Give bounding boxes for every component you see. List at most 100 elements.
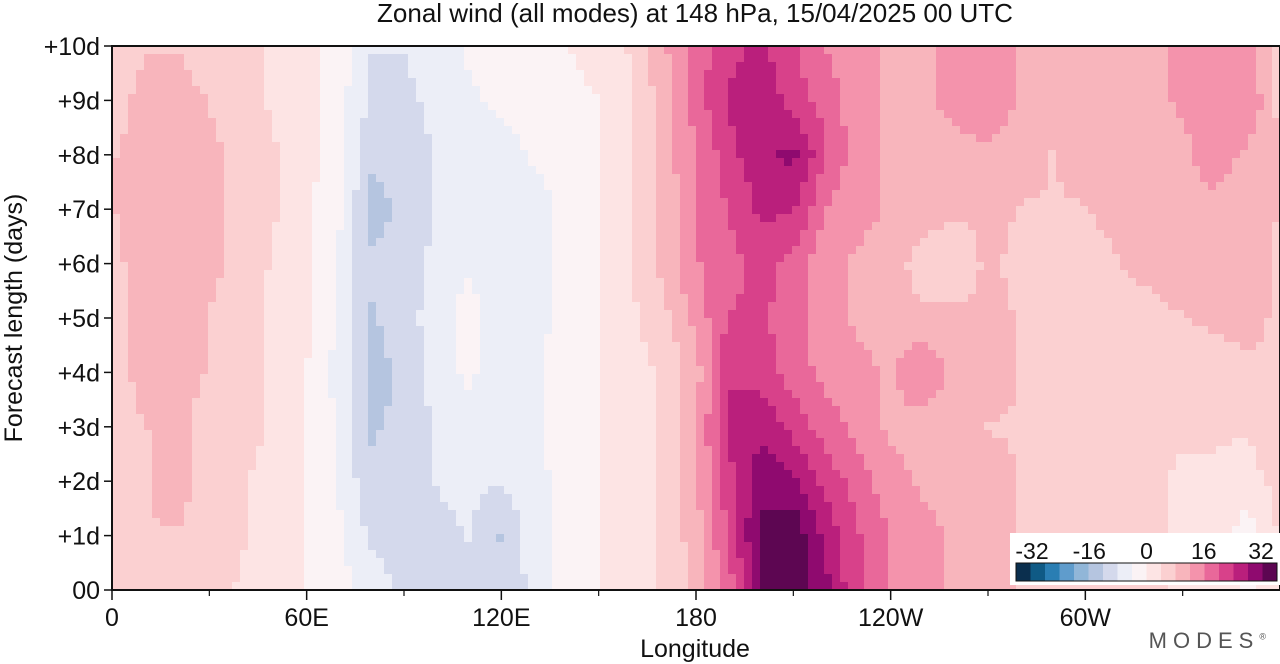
heatmap-cell bbox=[784, 70, 793, 79]
heatmap-cell bbox=[704, 206, 713, 215]
heatmap-cell bbox=[456, 110, 465, 119]
heatmap-cell bbox=[328, 222, 337, 231]
heatmap-cell bbox=[832, 46, 841, 55]
heatmap-cell bbox=[480, 310, 489, 319]
heatmap-cell bbox=[224, 174, 233, 183]
heatmap-cell bbox=[712, 158, 721, 167]
heatmap-cell bbox=[456, 190, 465, 199]
heatmap-cell bbox=[272, 166, 281, 175]
heatmap-cell bbox=[544, 270, 553, 279]
heatmap-cell bbox=[1096, 206, 1105, 215]
heatmap-cell bbox=[416, 166, 425, 175]
heatmap-cell bbox=[944, 174, 953, 183]
heatmap-cell bbox=[272, 286, 281, 295]
heatmap-cell bbox=[616, 302, 625, 311]
heatmap-cell bbox=[448, 166, 457, 175]
heatmap-cell bbox=[752, 54, 761, 63]
heatmap-cell bbox=[728, 254, 737, 263]
heatmap-cell bbox=[896, 214, 905, 223]
heatmap-cell bbox=[568, 46, 577, 55]
heatmap-cell bbox=[640, 206, 649, 215]
heatmap-cell bbox=[432, 270, 441, 279]
heatmap-cell bbox=[800, 302, 809, 311]
heatmap-cell bbox=[672, 94, 681, 103]
heatmap-cell bbox=[920, 270, 929, 279]
heatmap-cell bbox=[1104, 102, 1113, 111]
heatmap-cell bbox=[1000, 246, 1009, 255]
heatmap-cell bbox=[944, 118, 953, 127]
heatmap-cell bbox=[744, 46, 753, 55]
heatmap-cell bbox=[880, 254, 889, 263]
heatmap-cell bbox=[296, 118, 305, 127]
heatmap-cell bbox=[368, 254, 377, 263]
heatmap-cell bbox=[1104, 166, 1113, 175]
heatmap-cell bbox=[944, 214, 953, 223]
heatmap-cell bbox=[1192, 214, 1201, 223]
heatmap-cell bbox=[240, 198, 249, 207]
heatmap-cell bbox=[1024, 198, 1033, 207]
heatmap-cell bbox=[272, 86, 281, 95]
heatmap-cell bbox=[912, 246, 921, 255]
heatmap-cell bbox=[1160, 262, 1169, 271]
heatmap-cell bbox=[112, 254, 121, 263]
heatmap-cell bbox=[576, 198, 585, 207]
heatmap-cell bbox=[1072, 246, 1081, 255]
heatmap-cell bbox=[504, 70, 513, 79]
heatmap-cell bbox=[640, 270, 649, 279]
heatmap-cell bbox=[608, 102, 617, 111]
heatmap-cell bbox=[384, 110, 393, 119]
heatmap-cell bbox=[1256, 238, 1265, 247]
heatmap-cell bbox=[456, 150, 465, 159]
heatmap-cell bbox=[1088, 254, 1097, 263]
heatmap-cell bbox=[1256, 182, 1265, 191]
heatmap-cell bbox=[224, 190, 233, 199]
heatmap-cell bbox=[400, 278, 409, 287]
heatmap-cell bbox=[1016, 54, 1025, 63]
heatmap-cell bbox=[880, 102, 889, 111]
heatmap-cell bbox=[648, 254, 657, 263]
heatmap-cell bbox=[344, 78, 353, 87]
heatmap-cell bbox=[1184, 102, 1193, 111]
heatmap-cell bbox=[128, 230, 137, 239]
heatmap-cell bbox=[808, 126, 817, 135]
heatmap-cell bbox=[1176, 198, 1185, 207]
heatmap-cell bbox=[1232, 182, 1241, 191]
heatmap-cell bbox=[464, 214, 473, 223]
heatmap-cell bbox=[200, 102, 209, 111]
heatmap-cell bbox=[1240, 294, 1249, 303]
heatmap-cell bbox=[1056, 142, 1065, 151]
heatmap-cell bbox=[560, 294, 569, 303]
heatmap-cell bbox=[872, 246, 881, 255]
heatmap-cell bbox=[176, 142, 185, 151]
heatmap-cell bbox=[280, 134, 289, 143]
heatmap-cell bbox=[408, 182, 417, 191]
heatmap-cell bbox=[1232, 198, 1241, 207]
heatmap-cell bbox=[752, 246, 761, 255]
heatmap-cell bbox=[800, 214, 809, 223]
heatmap-cell bbox=[536, 190, 545, 199]
heatmap-cell bbox=[440, 166, 449, 175]
heatmap-cell bbox=[696, 254, 705, 263]
heatmap-cell bbox=[792, 158, 801, 167]
heatmap-cell bbox=[600, 278, 609, 287]
heatmap-cell bbox=[720, 54, 729, 63]
heatmap-cell bbox=[304, 94, 313, 103]
heatmap-cell bbox=[1208, 166, 1217, 175]
heatmap-cell bbox=[1176, 262, 1185, 271]
heatmap-cell bbox=[512, 294, 521, 303]
heatmap-cell bbox=[1144, 198, 1153, 207]
heatmap-cell bbox=[648, 118, 657, 127]
heatmap-cell bbox=[992, 262, 1001, 271]
heatmap-cell bbox=[552, 230, 561, 239]
heatmap-cell bbox=[576, 118, 585, 127]
heatmap-cell bbox=[648, 174, 657, 183]
heatmap-cell bbox=[336, 78, 345, 87]
heatmap-cell bbox=[184, 94, 193, 103]
heatmap-cell bbox=[376, 62, 385, 71]
heatmap-cell bbox=[760, 246, 769, 255]
heatmap-cell bbox=[1080, 278, 1089, 287]
heatmap-cell bbox=[384, 262, 393, 271]
heatmap-cell bbox=[528, 310, 537, 319]
heatmap-cell bbox=[1208, 222, 1217, 231]
heatmap-cell bbox=[552, 118, 561, 127]
